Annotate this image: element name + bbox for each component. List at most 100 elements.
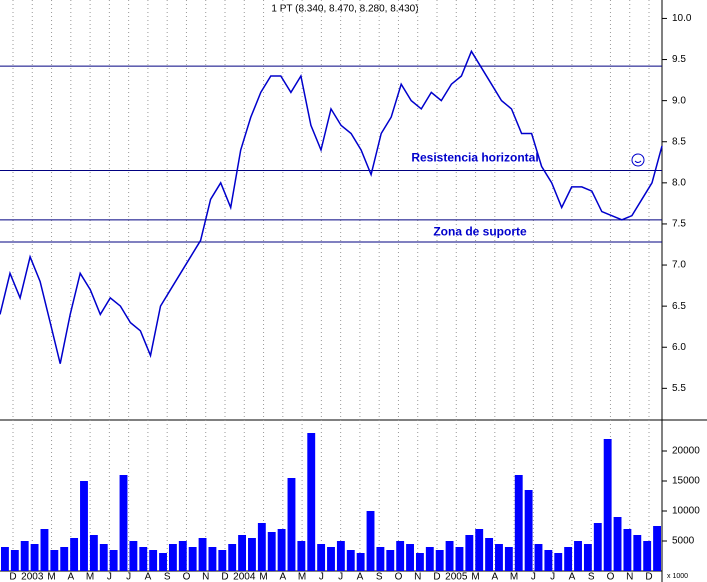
x-tick-label: N xyxy=(414,572,421,582)
volume-bar xyxy=(593,523,602,571)
volume-bar xyxy=(554,553,563,571)
volume-bar xyxy=(544,550,553,571)
x-tick-label: M xyxy=(510,572,518,582)
volume-bar xyxy=(574,541,582,571)
y-tick-label: 7.5 xyxy=(672,219,686,230)
volume-bar xyxy=(504,547,513,571)
volume-bar xyxy=(307,433,316,571)
volume-bar xyxy=(346,550,355,571)
volume-bar xyxy=(336,541,345,571)
volume-bar xyxy=(188,547,197,571)
x-tick-label: J xyxy=(550,572,555,582)
x-tick-label: A xyxy=(145,572,152,582)
volume-bar xyxy=(238,535,247,571)
volume-bar xyxy=(485,538,494,571)
volume-bar xyxy=(248,538,256,571)
x-tick-label: M xyxy=(86,572,94,582)
x-tick-label: N xyxy=(202,572,209,582)
x-tick-label: N xyxy=(626,572,633,582)
volume-bar xyxy=(50,550,59,571)
x-tick-label: J xyxy=(319,572,324,582)
volume-bar xyxy=(267,532,276,571)
x-tick-label: M xyxy=(471,572,479,582)
x-tick-label: M xyxy=(47,572,55,582)
volume-bar xyxy=(327,547,335,571)
x-tick-label: J xyxy=(531,572,536,582)
y-tick-label: 5000 xyxy=(672,536,695,547)
x-tick-label: J xyxy=(126,572,131,582)
y-tick-label: 9.5 xyxy=(672,54,686,65)
x-tick-label: O xyxy=(395,572,403,582)
volume-bar xyxy=(366,511,375,571)
volume-bar xyxy=(514,475,523,571)
volume-bar xyxy=(1,547,9,571)
x-tick-label: M xyxy=(298,572,306,582)
x-tick-label: A xyxy=(67,572,74,582)
volume-bar xyxy=(129,541,138,571)
volume-bar xyxy=(386,550,395,571)
x-tick-label: D xyxy=(9,572,16,582)
volume-bar xyxy=(119,475,128,571)
x-tick-label: 2005 xyxy=(445,572,468,582)
volume-bar xyxy=(396,541,405,571)
chart-title: 1 PT (8.340, 8.470, 8.280, 8.430) xyxy=(271,4,418,15)
x-tick-label: J xyxy=(107,572,112,582)
volume-bar xyxy=(139,547,148,571)
volume-bar xyxy=(564,547,573,571)
y-tick-label: 9.0 xyxy=(672,95,686,106)
x-tick-label: A xyxy=(491,572,498,582)
volume-bar xyxy=(89,535,98,571)
x-tick-label: O xyxy=(183,572,191,582)
x-tick-label: M xyxy=(259,572,267,582)
volume-bar xyxy=(445,541,454,571)
volume-bar xyxy=(534,544,543,571)
volume-bar xyxy=(30,544,39,571)
price-line xyxy=(0,49,663,364)
x-tick-label: A xyxy=(279,572,286,582)
volume-bar xyxy=(149,550,158,571)
volume-bar xyxy=(435,550,444,571)
volume-bar xyxy=(317,544,326,571)
volume-bar xyxy=(198,538,207,571)
volume-bar xyxy=(376,547,385,571)
volume-bar xyxy=(277,529,286,571)
volume-bar xyxy=(495,544,503,571)
volume-bar xyxy=(643,541,652,571)
y-tick-label: 6.0 xyxy=(672,342,686,353)
volume-bar xyxy=(257,523,266,571)
volume-bar xyxy=(603,439,612,571)
volume-bar xyxy=(633,535,642,571)
y-tick-label: 20000 xyxy=(672,446,700,457)
annotation: Zona de suporte xyxy=(433,224,527,238)
x-tick-label: S xyxy=(376,572,383,582)
smiley-mouth xyxy=(634,160,642,163)
volume-bar xyxy=(70,538,79,571)
y-tick-label: 5.5 xyxy=(672,383,686,394)
volume-bar xyxy=(613,517,622,571)
x-tick-label: S xyxy=(588,572,595,582)
x-tick-label: D xyxy=(221,572,228,582)
x-tick-label: J xyxy=(338,572,343,582)
volume-bar xyxy=(178,541,187,571)
volume-bar xyxy=(425,547,434,571)
x-tick-label: D xyxy=(645,572,652,582)
volume-bar xyxy=(218,550,227,571)
volume-bar xyxy=(208,547,217,571)
volume-bar xyxy=(60,547,69,571)
y-tick-label: 6.5 xyxy=(672,301,686,312)
y-tick-label: 10.0 xyxy=(672,13,692,24)
annotation: Resistencia horizontal xyxy=(411,150,538,164)
volume-bar xyxy=(406,544,414,571)
x-tick-label: 2004 xyxy=(233,572,256,582)
y-tick-label: 8.0 xyxy=(672,177,686,188)
y-tick-label: 10000 xyxy=(672,506,700,517)
volume-bar xyxy=(99,544,108,571)
volume-bar xyxy=(297,541,306,571)
volume-bar xyxy=(475,529,484,571)
volume-bar xyxy=(415,553,424,571)
volume-bar xyxy=(287,478,296,571)
volume-bar xyxy=(623,529,632,571)
volume-bar xyxy=(465,535,474,571)
